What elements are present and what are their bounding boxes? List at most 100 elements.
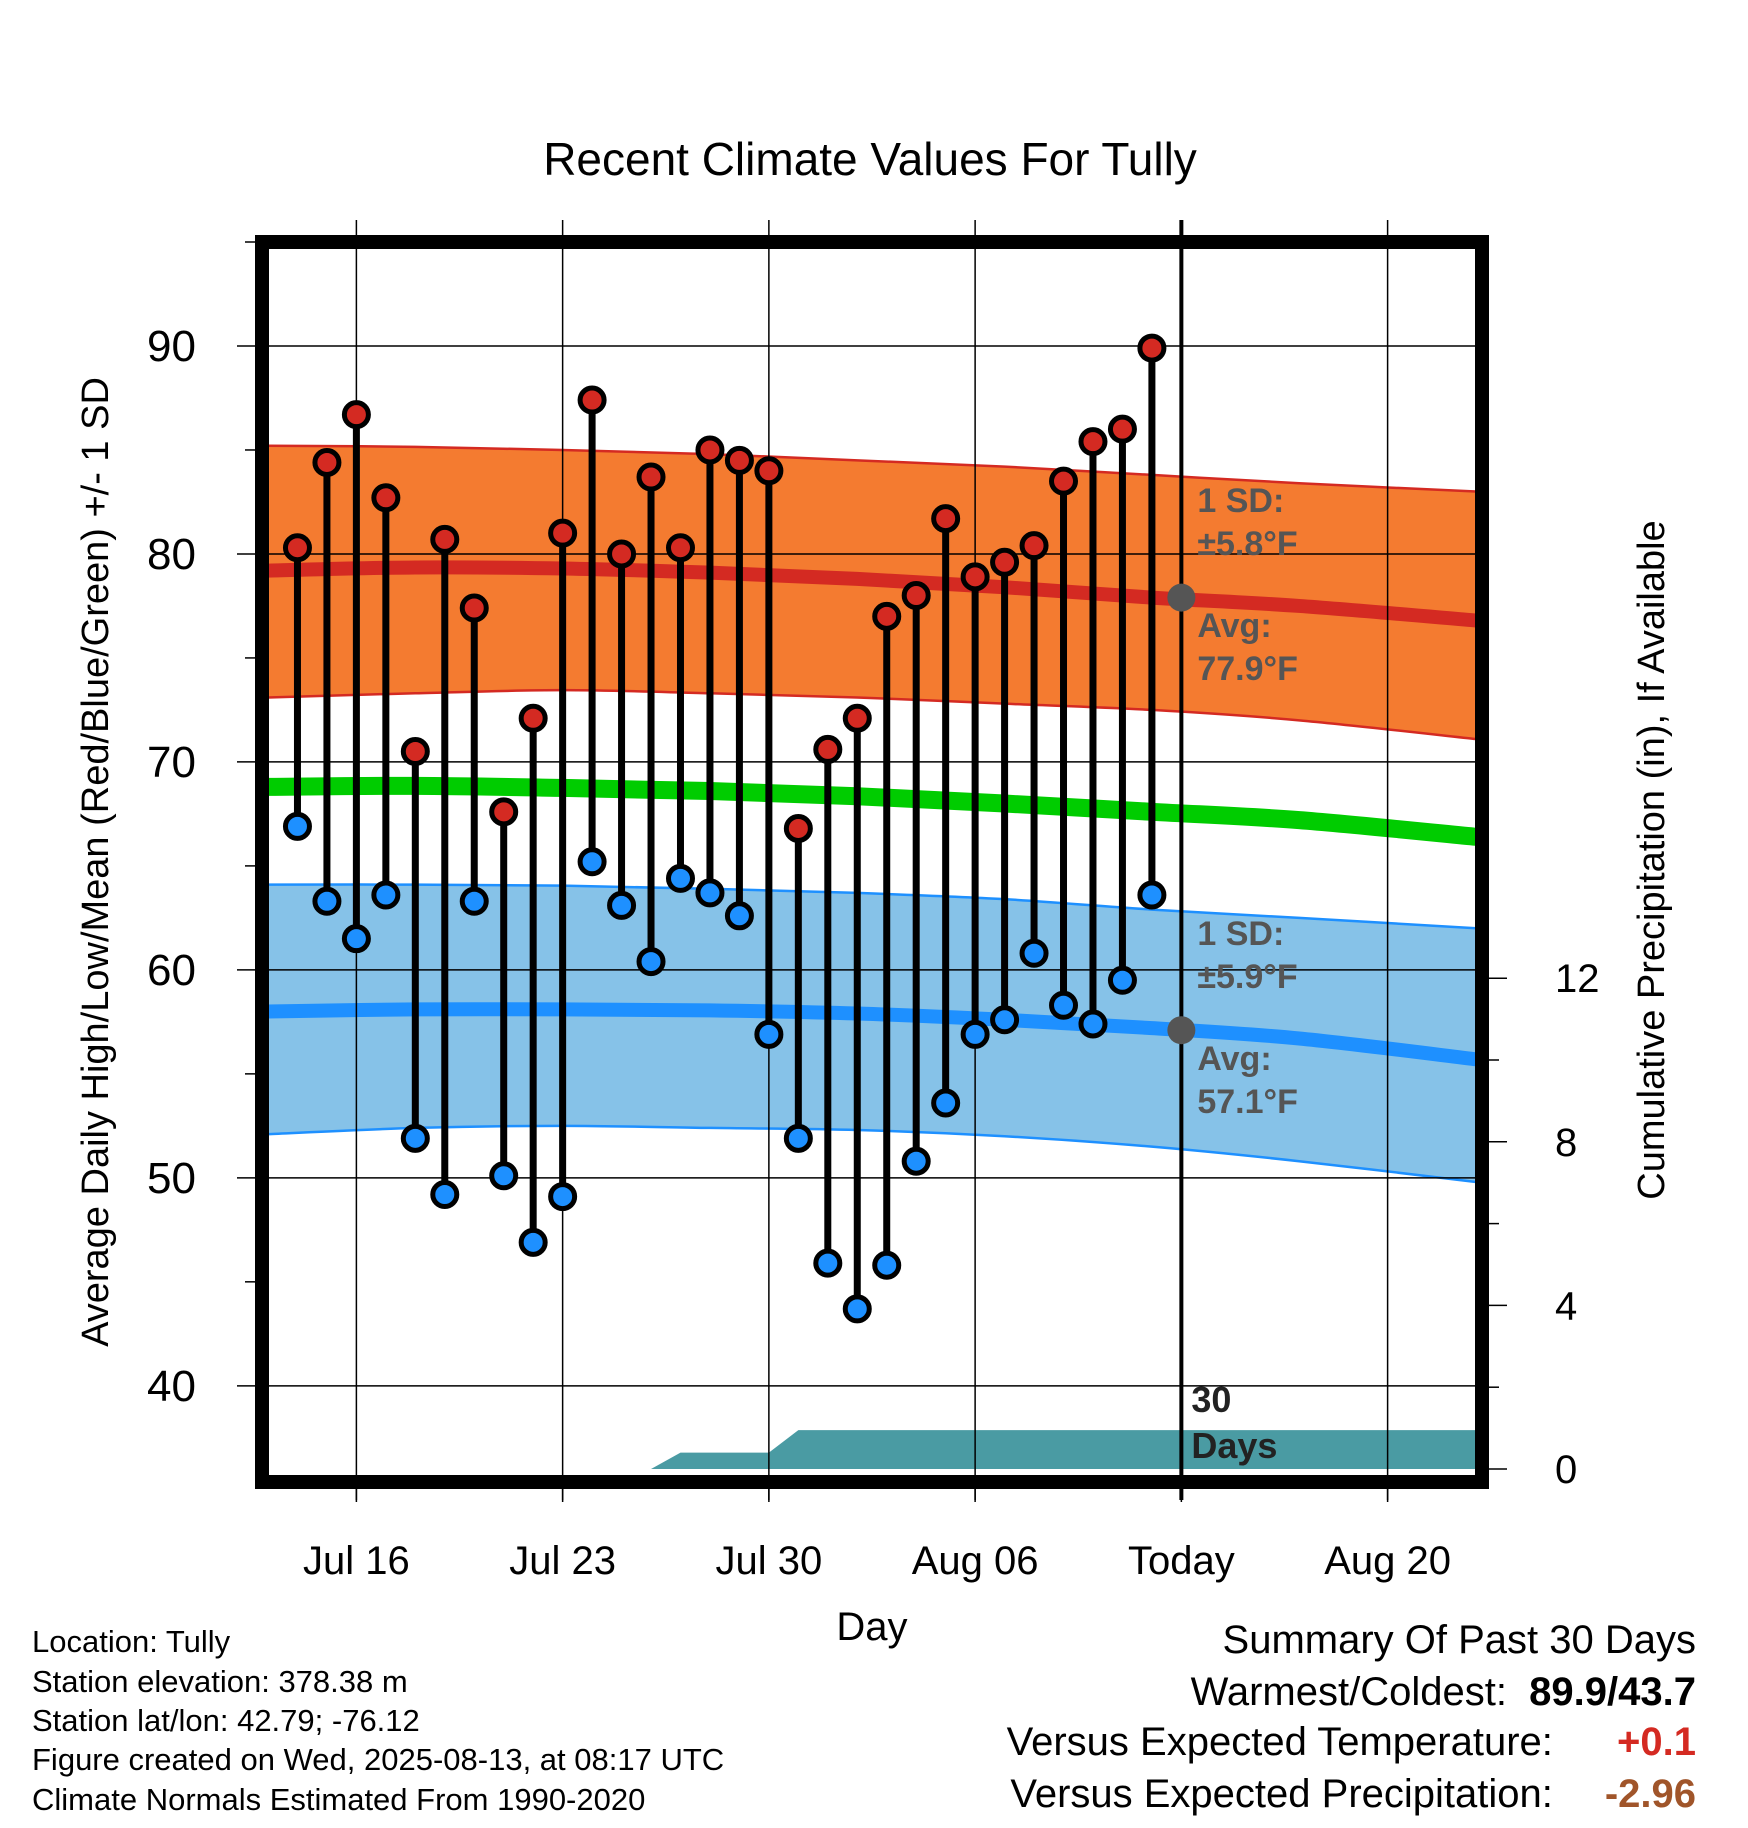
x-tick-label: Jul 23 [509,1539,616,1583]
daily-high-point [783,813,813,843]
low-sd-label: 1 SD: [1197,915,1284,953]
info-latlon: Station lat/lon: 42.79; -76.12 [32,1703,420,1738]
x-tick-label: Jul 30 [716,1539,823,1583]
high-sd-band [268,445,1476,740]
daily-high-point [1137,333,1167,363]
y-tick-label-left: 40 [147,1362,196,1411]
high-sd-value: ±5.8°F [1197,525,1297,563]
daily-high-point [371,483,401,513]
high-avg-value: 77.9°F [1197,650,1298,688]
info-elevation: Station elevation: 378.38 m [32,1664,408,1699]
high-sd-label: 1 SD: [1197,482,1284,520]
info-location: Location: Tully [32,1624,231,1659]
daily-low-point [548,1182,578,1212]
y-tick-label-right: 12 [1555,957,1600,1001]
daily-high-point [636,462,666,492]
high-band-upper-edge [267,444,1477,493]
daily-low-point [1107,965,1137,995]
daily-high-point [341,400,371,430]
high-band-lower-edge [267,688,1477,741]
summary-temperature: Versus Expected Temperature: +0.1 [1007,1722,1696,1762]
normal-high-line [267,560,1477,628]
daily-low-point [489,1161,519,1191]
daily-low-point [1049,990,1079,1020]
daily-low-point [695,878,725,908]
x-tick-label: Jul 16 [303,1539,410,1583]
precipitation-area [651,1430,1476,1469]
daily-low-point [872,1250,902,1280]
daily-low-point [1078,1009,1108,1039]
x-tick-label: Aug 20 [1324,1539,1451,1583]
daily-high-point [1107,414,1137,444]
y-tick-label-left: 90 [147,322,196,371]
low-sd-value: ±5.9°F [1197,958,1297,996]
daily-low-point [371,880,401,910]
daily-high-point [312,447,342,477]
info-created: Figure created on Wed, 2025-08-13, at 08… [32,1742,725,1777]
daily-high-point [577,385,607,415]
daily-low-point [577,847,607,877]
daily-high-point [548,518,578,548]
daily-high-point [990,547,1020,577]
daily-high-point [518,703,548,733]
info-normals: Climate Normals Estimated From 1990-2020 [32,1782,646,1817]
summary-title: Summary Of Past 30 Days [1222,1618,1696,1662]
high-avg-label: Avg: [1197,607,1271,645]
low-sd-band [268,884,1476,1183]
daily-high-point [872,601,902,631]
y-tick-label-left: 60 [147,946,196,995]
y-axis-label-right: Cumulative Precipitation (in), If Availa… [1631,520,1673,1199]
today-low-normal-dot [1167,1016,1196,1045]
daily-low-point [430,1179,460,1209]
daily-low-point [724,901,754,931]
daily-low-point [960,1019,990,1049]
y-tick-label-right: 8 [1555,1121,1577,1165]
x-tick-label: Aug 06 [912,1539,1039,1583]
plot-frame [255,235,1489,1489]
summary-temp-value: +0.1 [1617,1720,1696,1764]
summary-warm-cold-label: Warmest/Coldest: [1190,1670,1507,1714]
window-label-unit: Days [1191,1425,1277,1466]
daily-low-point [1137,880,1167,910]
low-avg-value: 57.1°F [1197,1083,1298,1121]
daily-low-point [312,886,342,916]
summary-precip-value: -2.96 [1604,1772,1696,1816]
daily-low-point [400,1123,430,1153]
daily-low-point [990,1005,1020,1035]
today-high-normal-dot [1167,583,1196,612]
normal-mean-line [267,776,1477,846]
daily-high-point [842,703,872,733]
daily-high-point [813,734,843,764]
daily-high-point [960,562,990,592]
window-label-number: 30 [1191,1379,1231,1420]
daily-high-point [695,435,725,465]
daily-high-point [1019,531,1049,561]
daily-low-point [282,811,312,841]
daily-low-point [636,947,666,977]
daily-low-point [842,1294,872,1324]
daily-low-point [901,1146,931,1176]
y-tick-label-left: 70 [147,738,196,787]
daily-low-point [518,1227,548,1257]
daily-low-point [665,863,695,893]
daily-high-point [430,524,460,554]
y-tick-label-right: 4 [1555,1284,1577,1328]
daily-high-point [931,504,961,534]
daily-high-point [724,445,754,475]
daily-low-point [754,1019,784,1049]
daily-high-point [665,533,695,563]
daily-low-point [459,886,489,916]
summary-temp-label: Versus Expected Temperature: [1006,1720,1553,1764]
daily-low-point [341,924,371,954]
summary-warm-cold-value: 89.9/43.7 [1529,1670,1696,1714]
daily-high-point [754,456,784,486]
daily-low-point [607,890,637,920]
y-tick-label-right: 0 [1555,1448,1577,1492]
daily-high-point [1049,466,1079,496]
y-axis-label-left: Average Daily High/Low/Mean (Red/Blue/Gr… [75,377,117,1347]
daily-high-point [400,737,430,767]
summary-precipitation: Versus Expected Precipitation: -2.96 [1010,1774,1696,1814]
x-tick-label: Today [1128,1539,1235,1583]
daily-high-point [459,593,489,623]
